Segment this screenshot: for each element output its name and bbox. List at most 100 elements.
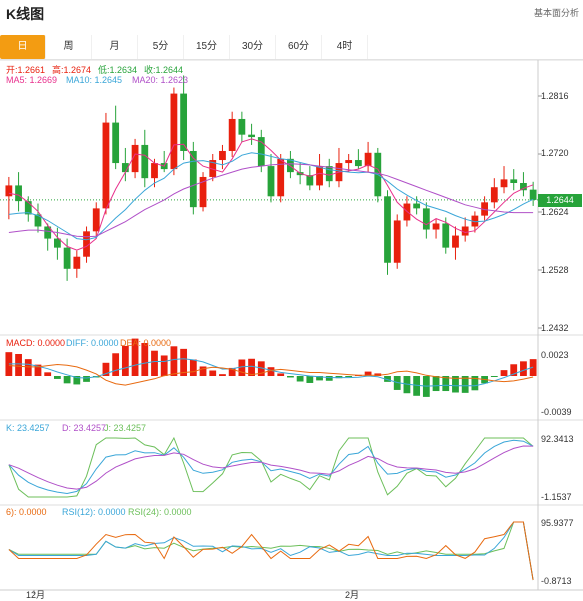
macd-bar	[199, 366, 207, 376]
ma20-line	[8, 163, 534, 238]
j-value: J: 23.4257	[104, 423, 147, 433]
candle	[287, 158, 294, 173]
candle	[529, 189, 537, 200]
price-tick: 1.2816	[541, 91, 569, 101]
tab-month[interactable]: 月	[92, 35, 138, 59]
candle	[83, 231, 90, 257]
macd-bar	[54, 376, 61, 379]
j-line	[8, 436, 534, 498]
macd-bar	[248, 358, 255, 376]
price-tick: 1.2720	[541, 148, 569, 158]
price-tick: 1.2624	[541, 207, 569, 217]
tab-15min[interactable]: 15分	[184, 35, 230, 59]
macd-bar	[160, 355, 168, 376]
tab-week[interactable]: 周	[46, 35, 92, 59]
candle	[442, 223, 450, 248]
k-value: K: 23.4257	[6, 423, 50, 433]
macd-bar	[83, 376, 90, 382]
macd-bar	[15, 354, 22, 376]
price-tick: 1.2528	[541, 265, 569, 275]
macd-bar	[34, 364, 42, 376]
candle	[44, 226, 52, 239]
candle	[238, 118, 246, 135]
candle	[354, 160, 362, 167]
candle	[219, 150, 226, 161]
macd-bar	[452, 376, 459, 393]
candle	[209, 160, 217, 177]
tab-30min[interactable]: 30分	[230, 35, 276, 59]
macd-bar	[364, 371, 372, 376]
candle	[393, 220, 401, 263]
macd-bar	[471, 376, 479, 391]
candle	[24, 201, 32, 215]
last-price-tag: 1.2644	[538, 194, 582, 207]
macd-bar	[44, 372, 52, 376]
candle	[316, 166, 323, 186]
high-value: 高:1.2674	[52, 65, 92, 75]
candle	[141, 144, 149, 179]
macd-bar	[461, 376, 469, 393]
candle	[277, 158, 285, 197]
macd-bar	[384, 376, 391, 382]
macd-bar	[228, 367, 236, 376]
tab-60min[interactable]: 60分	[276, 35, 322, 59]
candle	[422, 208, 430, 230]
fundamental-analysis-link[interactable]: 基本面分析	[533, 8, 579, 18]
candle	[151, 163, 158, 179]
candle	[15, 185, 22, 202]
header-bar: K线图 基本面分析	[0, 0, 583, 24]
tab-5min[interactable]: 5分	[138, 35, 184, 59]
rsi6-value: 6): 0.0000	[6, 507, 47, 517]
open-value: 开:1.2661	[6, 65, 46, 75]
macd-bar	[219, 374, 226, 376]
ma10-value: MA10: 1.2645	[66, 75, 123, 85]
candle	[452, 235, 459, 248]
macd-bar	[442, 376, 450, 392]
macd-bar	[432, 376, 440, 392]
candle	[413, 203, 421, 209]
candle	[510, 179, 518, 183]
macd-bar	[500, 370, 508, 376]
price-tick: 1.2432	[541, 323, 569, 333]
macd-bar	[63, 376, 71, 384]
kdj-tick: -1.1537	[541, 492, 572, 502]
macd-bar	[403, 376, 411, 394]
rsi-tick: 95.9377	[541, 518, 574, 528]
d-value: D: 23.4257	[62, 423, 107, 433]
candle	[325, 166, 333, 182]
tab-4hour[interactable]: 4时	[322, 35, 368, 59]
macd-bar	[325, 376, 333, 381]
macd-bar	[238, 359, 246, 376]
candle	[189, 150, 197, 208]
macd-bar	[257, 361, 265, 376]
candle	[63, 247, 71, 269]
tab-day[interactable]: 日	[0, 35, 46, 59]
dea-value: DEA: 0.0000	[120, 338, 172, 348]
candle	[520, 183, 527, 191]
ma10-line	[8, 152, 534, 241]
macd-bar	[209, 370, 217, 376]
candle	[112, 122, 120, 164]
macd-tick: 0.0023	[541, 350, 569, 360]
macd-bar	[296, 376, 304, 382]
candle	[490, 187, 498, 203]
candle	[257, 137, 265, 167]
candle	[73, 256, 81, 269]
low-value: 低:1.2634	[98, 65, 138, 75]
macd-bar	[102, 362, 110, 376]
candle	[364, 152, 372, 167]
candle	[471, 215, 479, 227]
dea-line	[8, 363, 534, 386]
macd-tick: -0.0039	[541, 407, 572, 417]
candle	[34, 214, 42, 227]
candle	[306, 175, 314, 186]
macd-bar	[520, 361, 527, 376]
ma20-value: MA20: 1.2623	[132, 75, 189, 85]
macd-bar	[306, 376, 314, 383]
macd-bar	[277, 373, 285, 376]
macd-bar	[287, 376, 294, 378]
candle	[5, 185, 13, 197]
candle	[121, 163, 129, 173]
candle	[92, 208, 100, 232]
